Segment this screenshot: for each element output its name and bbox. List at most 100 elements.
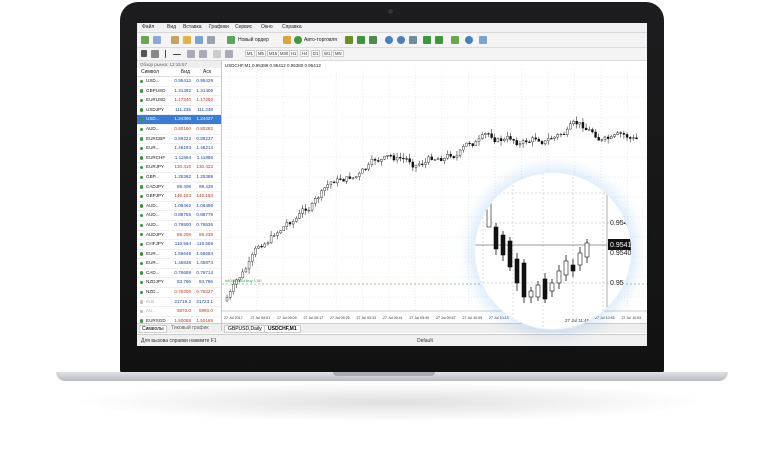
- market-watch-row[interactable]: AUD... 0.76500 0.76536: [137, 221, 221, 231]
- candle: [269, 235, 273, 244]
- zoom-out-icon[interactable]: [397, 36, 405, 44]
- market-watch-row[interactable]: EUR... 1.55648 1.55684: [137, 250, 221, 260]
- market-watch-row[interactable]: #LB 21719.2 21723.1: [137, 298, 221, 308]
- experts-icon[interactable]: [283, 36, 291, 44]
- navigator-icon[interactable]: [183, 36, 191, 44]
- menu-item[interactable]: Окно: [261, 24, 273, 30]
- profiles-icon[interactable]: [153, 36, 161, 44]
- laptop-base: [56, 372, 728, 381]
- menu-item[interactable]: Сервис: [235, 24, 253, 30]
- market-watch-row[interactable]: NZD... 0.75306 0.75327: [137, 288, 221, 298]
- candle: [575, 121, 578, 125]
- candle: [507, 240, 513, 268]
- candle: [225, 297, 229, 302]
- market-watch-row[interactable]: USD... 0.95412 0.95429: [137, 77, 221, 87]
- tile-windows-icon[interactable]: [409, 36, 417, 44]
- cursor-icon[interactable]: [141, 50, 147, 57]
- channel-icon[interactable]: [199, 50, 207, 58]
- x-axis-label: 27 Jul 09:33: [357, 316, 377, 320]
- line-chart-icon[interactable]: [369, 36, 377, 44]
- market-watch-row[interactable]: EURUSD 1.17240 1.17250: [137, 96, 221, 106]
- menu-item[interactable]: Графики: [209, 24, 229, 30]
- candle: [430, 156, 433, 160]
- market-watch-row[interactable]: NZDJPY 83.766 83.786: [137, 278, 221, 289]
- market-watch-row[interactable]: USDJPY 111.235 111.248: [137, 106, 221, 116]
- market-watch-row[interactable]: CAD... 0.76689 0.76714: [137, 269, 221, 279]
- symbol-name: EUR...: [146, 260, 160, 266]
- ask-value: 0.80282: [196, 125, 213, 131]
- menu-item[interactable]: Файл: [142, 24, 155, 30]
- tab-tick-chart[interactable]: Тиковый график: [171, 325, 209, 331]
- menu-item[interactable]: Вид: [167, 24, 177, 30]
- market-watch-row[interactable]: AUDJPY 89.208 89.239: [137, 231, 221, 241]
- menu-item[interactable]: Вставка: [183, 24, 202, 30]
- column-bid[interactable]: Бид: [181, 69, 190, 75]
- bar-chart-icon[interactable]: [345, 36, 353, 44]
- indicators-icon[interactable]: [451, 36, 459, 44]
- timeframe-button[interactable]: H1: [289, 50, 299, 57]
- ask-value: 0.88779: [196, 212, 213, 218]
- timeframe-button[interactable]: MN: [333, 50, 344, 57]
- horizontal-line-icon[interactable]: [173, 54, 181, 55]
- market-watch-row[interactable]: AUD... 0.88755 0.88779: [137, 211, 221, 221]
- crosshair-icon[interactable]: [151, 50, 159, 58]
- candles-icon[interactable]: [357, 36, 365, 44]
- market-watch-row[interactable]: GBPJPY 146.153 146.183: [137, 192, 221, 202]
- symbol-status-icon: [140, 213, 144, 218]
- periods-icon[interactable]: [465, 36, 473, 44]
- tab-chart-usdchf[interactable]: USDCHF,M1: [264, 325, 301, 333]
- ask-value: 130.433: [196, 164, 213, 170]
- tester-icon[interactable]: [207, 36, 215, 44]
- trendline-icon[interactable]: [187, 50, 195, 58]
- market-watch-row[interactable]: EURCHF 1.11864 1.11886: [137, 154, 221, 164]
- candle: [500, 234, 506, 256]
- candle: [521, 262, 527, 298]
- market-watch-row[interactable]: USD... 1.24390 1.24427: [137, 115, 221, 125]
- symbol-name: CADJPY: [146, 183, 165, 189]
- bid-value: 1.24390: [174, 116, 191, 122]
- vertical-line-icon[interactable]: [165, 50, 166, 58]
- arrows-icon[interactable]: [225, 50, 233, 58]
- timeframe-button[interactable]: H4: [300, 50, 310, 57]
- auto-trading-button[interactable]: Авто-торговля: [304, 37, 338, 43]
- ask-value: 1.25388: [196, 173, 213, 179]
- timeframe-button[interactable]: M5: [256, 50, 266, 57]
- market-watch-row[interactable]: AUD... 0.80190 0.80282: [137, 125, 221, 135]
- menu-item[interactable]: Справка: [282, 24, 302, 30]
- timeframe-button[interactable]: M1: [245, 50, 255, 57]
- timeframe-button[interactable]: W1: [322, 50, 333, 57]
- tab-symbols[interactable]: Символы: [139, 325, 167, 333]
- market-watch-row[interactable]: GBP... 1.25362 1.25388: [137, 173, 221, 183]
- text-icon[interactable]: [213, 50, 221, 58]
- market-watch-row[interactable]: GBPUSD 1.31392 1.31406: [137, 87, 221, 97]
- chart-shift-icon[interactable]: [435, 36, 443, 44]
- candle: [559, 133, 563, 136]
- market-watch-row[interactable]: CHFJPY 116.564 116.565: [137, 240, 221, 250]
- zoom-in-icon[interactable]: [385, 36, 393, 44]
- terminal-icon[interactable]: [195, 36, 203, 44]
- symbol-name: CHFJPY: [146, 241, 164, 247]
- new-chart-icon[interactable]: [141, 36, 149, 44]
- symbol-name: EURSGD: [146, 317, 166, 323]
- market-watch-row[interactable]: EURGBP 0.89223 0.89237: [137, 135, 221, 145]
- column-symbol[interactable]: Символ: [141, 69, 160, 75]
- market-watch-row[interactable]: AU... 5970.0 5980.0: [137, 307, 221, 317]
- market-watch-row[interactable]: AUD... 1.06462 1.06496: [137, 202, 221, 212]
- market-watch-icon[interactable]: [171, 36, 179, 44]
- autoscroll-icon[interactable]: [423, 36, 431, 44]
- timeframe-button[interactable]: D1: [311, 50, 321, 57]
- candle: [521, 140, 525, 144]
- new-order-icon[interactable]: [227, 36, 235, 44]
- ask-value: 89.429: [198, 183, 213, 189]
- market-watch-row[interactable]: CADJPY 89.408 89.429: [137, 183, 221, 193]
- candle: [383, 156, 386, 160]
- auto-trading-icon[interactable]: [294, 36, 302, 44]
- new-order-button[interactable]: Новый ордер: [238, 37, 269, 43]
- symbol-status-icon: [140, 204, 144, 208]
- tab-chart-gbpusd[interactable]: GBPUSD,Daily: [224, 325, 266, 333]
- market-watch-row[interactable]: EUR... 1.45838 1.45874: [137, 259, 221, 269]
- column-ask[interactable]: Аск: [203, 69, 212, 75]
- market-watch-row[interactable]: EUR... 1.46193 1.46214: [137, 144, 221, 154]
- market-watch-row[interactable]: EURJPY 130.410 130.433: [137, 163, 221, 173]
- templates-icon[interactable]: [479, 36, 487, 44]
